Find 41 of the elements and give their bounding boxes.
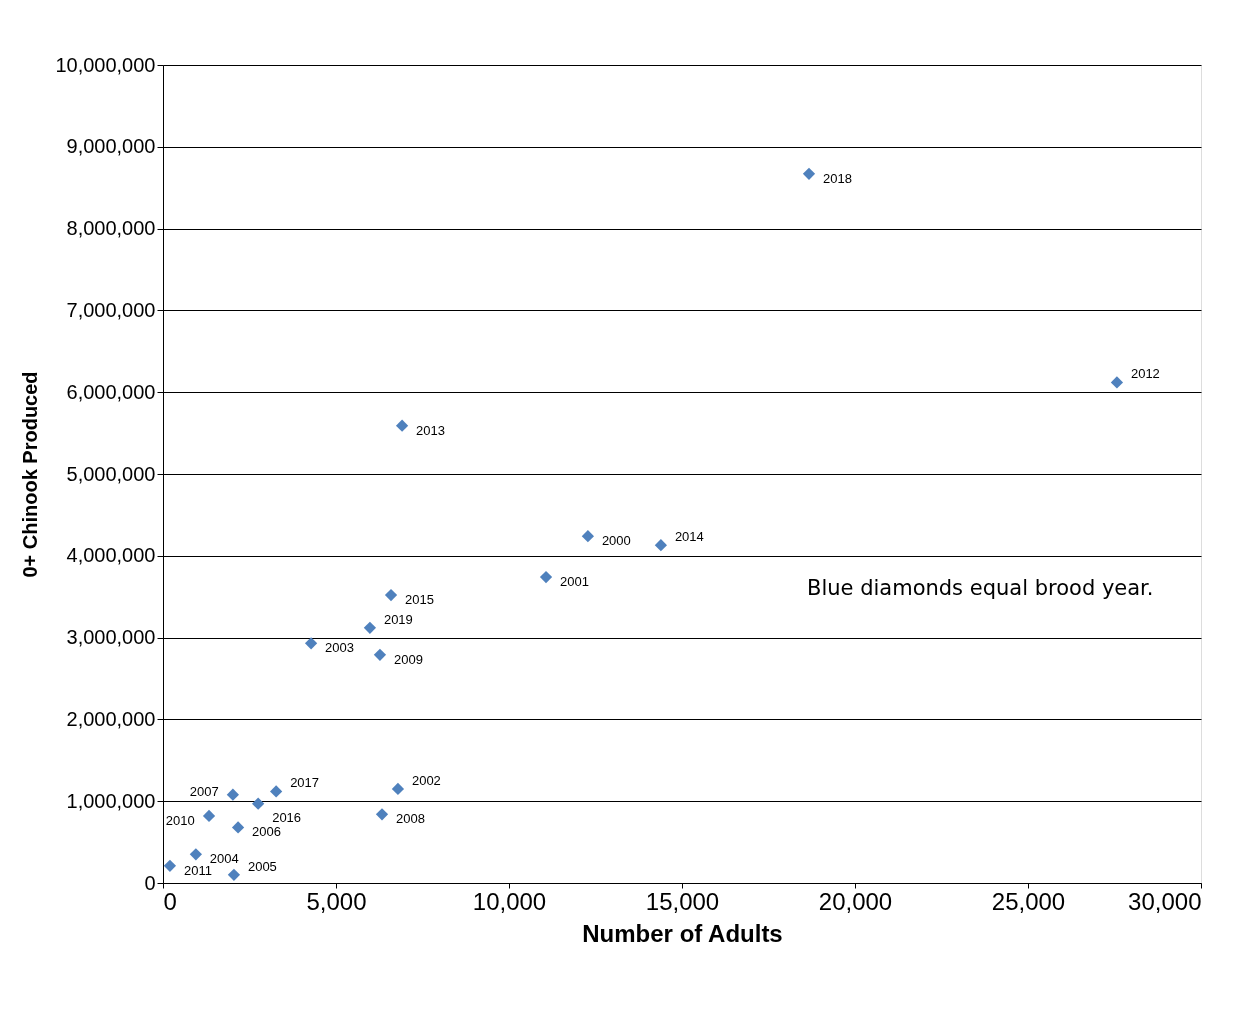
- annotation: 2008: [396, 811, 425, 827]
- annotation: 2016: [272, 809, 302, 825]
- annotation: 2009: [393, 651, 423, 667]
- x-tick-label: 20,000: [818, 887, 893, 915]
- annotation: 2018: [822, 170, 852, 186]
- y-tick-label: 6,000,000: [66, 380, 156, 403]
- annotation: Blue diamonds equal brood year.: [807, 576, 1154, 600]
- annotation: 2005: [247, 858, 277, 874]
- y-tick-label: 5,000,000: [66, 462, 156, 485]
- x-tick-label: 0: [163, 887, 177, 915]
- y-tick-label: 10,000,000: [55, 53, 156, 76]
- y-axis-title: 0+ Chinook Produced: [19, 371, 42, 578]
- y-tick-label: 7,000,000: [66, 298, 156, 321]
- annotation: 2000: [601, 533, 631, 549]
- annotation: 2011: [183, 862, 212, 878]
- y-tick-label: 4,000,000: [66, 544, 156, 567]
- x-tick-label: 15,000: [645, 887, 720, 915]
- y-tick-label: 3,000,000: [66, 626, 156, 649]
- annotation: 2015: [405, 592, 434, 608]
- y-tick-label: 1,000,000: [66, 789, 156, 812]
- annotation: 2017: [290, 775, 320, 791]
- x-tick-label: 10,000: [472, 887, 547, 915]
- y-tick-label: 2,000,000: [66, 707, 156, 730]
- annotation: 2006: [252, 824, 281, 840]
- annotation: 2014: [674, 529, 704, 545]
- annotation: 2012: [1130, 366, 1160, 382]
- annotation: 2007: [189, 783, 219, 799]
- annotation: 2002: [411, 772, 441, 788]
- annotation: 2003: [325, 640, 355, 656]
- y-tick-label: 0: [144, 871, 156, 894]
- annotation: 2004: [209, 851, 239, 867]
- annotation: 2019: [383, 611, 413, 627]
- y-tick-label: 8,000,000: [66, 217, 156, 240]
- x-tick-label: 25,000: [991, 887, 1066, 915]
- annotation: 2010: [165, 812, 195, 828]
- x-tick-label: 30,000: [1128, 887, 1202, 915]
- annotation: 2001: [560, 574, 589, 590]
- x-axis-title: Number of Adults: [582, 919, 783, 947]
- annotation: 2013: [416, 422, 446, 438]
- y-tick-label: 9,000,000: [66, 135, 156, 158]
- x-tick-label: 5,000: [306, 887, 367, 915]
